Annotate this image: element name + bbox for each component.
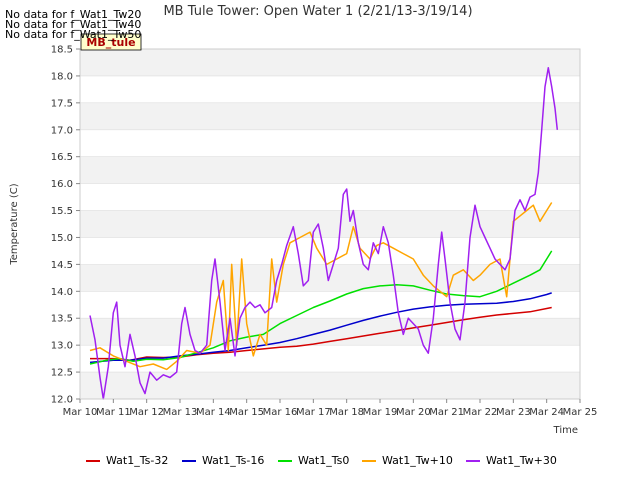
x-tick-label: Mar 17 <box>296 407 331 418</box>
legend-swatch <box>86 460 100 462</box>
legend-swatch <box>362 460 376 462</box>
badge-label: MB_tule <box>86 36 135 49</box>
legend-label: Wat1_Ts-16 <box>202 454 265 467</box>
legend-label: Wat1_Tw+30 <box>486 454 557 467</box>
x-tick-label: Mar 24 <box>529 407 564 418</box>
x-tick-label: Mar 19 <box>363 407 398 418</box>
no-data-message-3: No data for f_Wat1_Tw50 <box>5 28 142 41</box>
grid-band <box>80 237 580 265</box>
no-data-message-2: No data for f_Wat1_Tw40 <box>5 18 142 31</box>
y-tick-label: 15.5 <box>51 206 73 217</box>
grid-band <box>80 291 580 319</box>
y-tick-label: 13.0 <box>51 341 73 352</box>
y-tick-label: 12.5 <box>51 368 73 379</box>
grid-band <box>80 183 580 211</box>
x-tick-label: Mar 23 <box>496 407 531 418</box>
y-tick-label: 12.0 <box>51 395 73 406</box>
y-tick-label: 13.5 <box>51 314 73 325</box>
x-tick-label: Mar 13 <box>163 407 198 418</box>
grid-band <box>80 75 580 103</box>
x-tick-label: Mar 11 <box>96 407 131 418</box>
chart-title: MB Tule Tower: Open Water 1 (2/21/13-3/1… <box>163 4 472 19</box>
y-tick-label: 14.0 <box>51 287 73 298</box>
series-line-wat1-tw-30 <box>89 67 559 400</box>
y-tick-label: 17.5 <box>51 98 73 109</box>
x-axis-label: Time <box>553 425 578 436</box>
legend-swatch <box>278 460 292 462</box>
grid-band <box>80 102 580 130</box>
plot-frame <box>79 48 581 400</box>
no-data-message-1: No data for f_Wat1_Tw20 <box>5 8 142 21</box>
series-line-wat1-ts-16 <box>89 292 552 364</box>
x-tick-label: Mar 16 <box>263 407 298 418</box>
y-tick-label: 17.0 <box>51 125 73 136</box>
x-tick-label: Mar 18 <box>329 407 364 418</box>
badge-box <box>80 33 142 51</box>
x-tick-label: Mar 10 <box>63 407 98 418</box>
legend-swatch <box>466 460 480 462</box>
y-tick-label: 16.0 <box>51 179 73 190</box>
y-tick-label: 18.5 <box>51 45 73 56</box>
legend-label: Wat1_Tw+10 <box>382 454 453 467</box>
legend: Wat1_Ts-32 Wat1_Ts-16 Wat1_Ts0 Wat1_Tw+1… <box>0 454 640 470</box>
grid-band <box>80 156 580 184</box>
series-line-wat1-tw-10 <box>89 202 553 371</box>
series-layer <box>89 67 559 400</box>
x-tick-label: Mar 15 <box>229 407 264 418</box>
x-tick-label: Mar 22 <box>463 407 498 418</box>
grid-band <box>80 129 580 157</box>
y-tick-label: 14.5 <box>51 260 73 271</box>
x-tick-label: Mar 12 <box>129 407 164 418</box>
x-tick-label: Mar 14 <box>196 407 231 418</box>
y-tick-label: 15.0 <box>51 233 73 244</box>
badge: MB_tule <box>80 33 142 51</box>
series-line-wat1-ts0 <box>89 250 553 365</box>
y-axis-label: Temperature (C) <box>9 183 20 265</box>
legend-label: Wat1_Ts0 <box>298 454 350 467</box>
grid-band <box>80 49 580 76</box>
y-tick-label: 16.5 <box>51 152 73 163</box>
legend-swatch <box>182 460 196 462</box>
legend-label: Wat1_Ts-32 <box>106 454 169 467</box>
grid-bands <box>80 49 580 399</box>
grid-band <box>80 372 580 399</box>
x-tick-label: Mar 25 <box>563 407 598 418</box>
x-tick-label: Mar 21 <box>429 407 464 418</box>
grid-band <box>80 210 580 238</box>
grid-band <box>80 264 580 292</box>
y-tick-label: 18.0 <box>51 71 73 82</box>
x-tick-label: Mar 20 <box>396 407 431 418</box>
y-axis-ticks: 12.0 12.5 13.0 13.5 14.0 14.5 15.0 15.5 16.0 16.5… <box>51 45 80 406</box>
